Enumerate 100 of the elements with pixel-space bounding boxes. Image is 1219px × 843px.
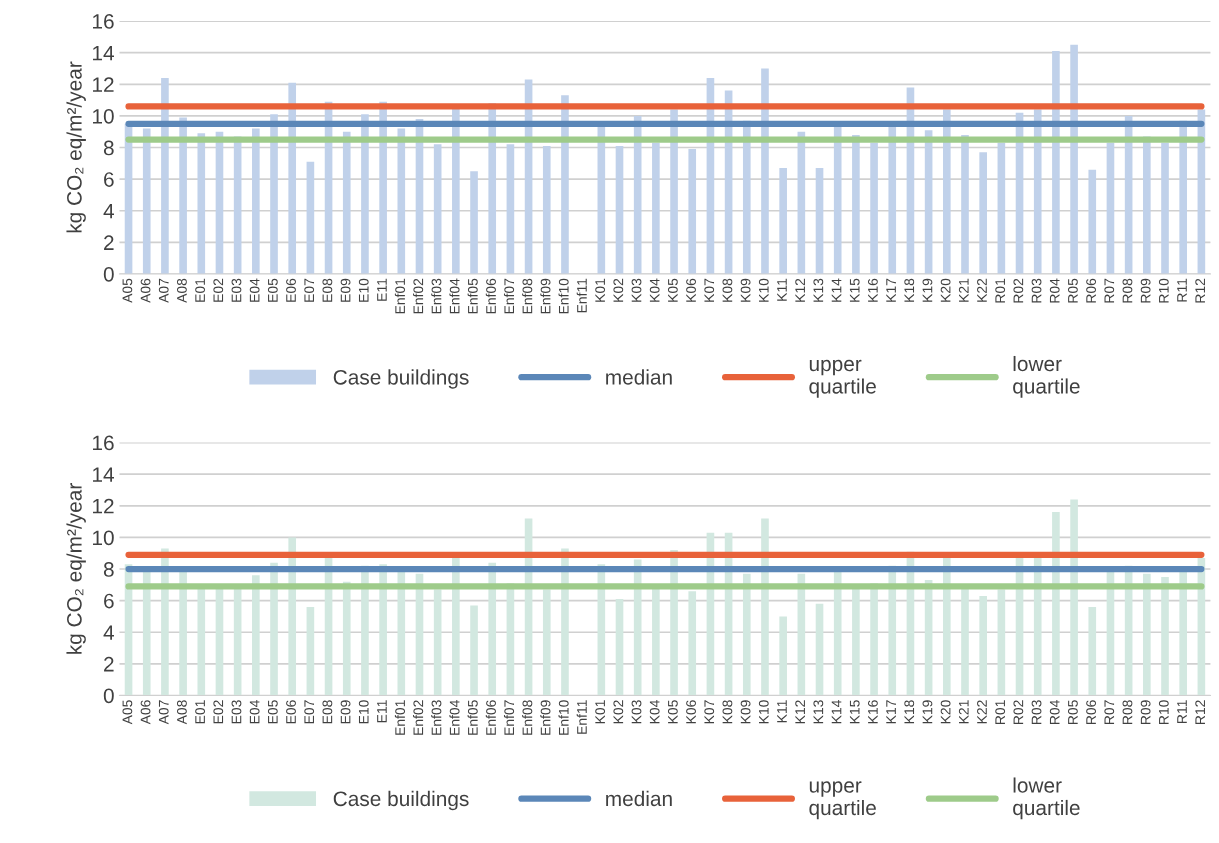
y-tick-label: 2: [104, 656, 114, 672]
legend-label: upper quartile: [809, 359, 876, 398]
bar: [1052, 512, 1060, 696]
bar: [670, 109, 678, 274]
y-tick-label: 14: [93, 45, 114, 61]
bar: [852, 134, 860, 274]
x-tick-label: Enf02: [413, 278, 424, 314]
bar: [470, 171, 478, 274]
x-tick-label: R11: [1177, 278, 1187, 302]
x-tick-label: R05: [1067, 278, 1078, 303]
x-tick-label: E06: [286, 700, 296, 724]
bar: [215, 587, 224, 696]
bar: [433, 589, 442, 696]
bar: [542, 589, 551, 696]
x-tick-label: R02: [1013, 700, 1024, 724]
x-tick-label: K14: [831, 278, 842, 302]
y-tick-label: 8: [103, 140, 114, 156]
bar: [742, 573, 751, 696]
y-tick-label: 2: [104, 235, 114, 250]
x-tick-label: E02: [213, 278, 224, 302]
y-tick-label: 10: [93, 530, 114, 546]
bar: [961, 587, 969, 696]
bar: [306, 606, 315, 696]
y-tick-label: 0: [103, 688, 114, 704]
y-tick-label: 14: [93, 467, 114, 482]
x-tick-label: A08: [177, 700, 187, 725]
x-tick-label: A05: [122, 278, 133, 303]
x-tick-label: K17: [886, 700, 896, 724]
x-tick-label: K10: [758, 700, 769, 724]
bar: [833, 126, 842, 274]
legend-label: upper quartile: [809, 781, 876, 820]
x-tick-label: Enf06: [485, 278, 496, 314]
x-tick-label: K07: [704, 700, 715, 724]
x-tick-label: K06: [686, 278, 696, 302]
bar: [1106, 142, 1115, 274]
x-tick-label: K01: [595, 278, 606, 302]
bar: [1088, 606, 1097, 696]
bar: [252, 128, 260, 274]
x-tick-label: A07: [158, 278, 169, 303]
bar: [179, 570, 187, 696]
x-tick-label: K08: [722, 278, 733, 302]
x-tick-label: K10: [758, 278, 769, 302]
bar: [233, 587, 242, 696]
x-tick-label: R04: [1049, 700, 1060, 724]
bar: [652, 587, 660, 696]
x-tick-label: K06: [686, 700, 696, 724]
x-tick-label: K19: [922, 700, 933, 724]
x-tick-label: R08: [1122, 278, 1133, 303]
x-tick-label: K21: [958, 700, 969, 724]
bar: [997, 142, 1006, 274]
bar: [1179, 570, 1188, 696]
x-tick-label: Enf10: [558, 700, 569, 735]
bar: [452, 108, 460, 274]
x-tick-label: R07: [1104, 278, 1115, 303]
x-tick-label: K03: [631, 700, 642, 724]
x-tick-label: K02: [613, 278, 624, 302]
x-tick-label: E10: [358, 700, 369, 724]
bar: [542, 145, 551, 274]
x-tick-label: R08: [1122, 700, 1133, 724]
x-tick-label: Enf03: [431, 700, 442, 735]
bar: [1161, 142, 1169, 274]
bar: [342, 581, 351, 696]
x-tick-label: K05: [667, 700, 678, 724]
legend-label: Case buildings: [333, 369, 469, 389]
x-tick-label: K15: [849, 700, 860, 724]
x-tick-label: R02: [1013, 278, 1024, 303]
x-tick-label: K22: [977, 700, 987, 724]
x-tick-label: K02: [613, 700, 624, 724]
bar: [1143, 573, 1151, 696]
x-tick-label: K04: [649, 700, 660, 724]
bar: [1161, 576, 1169, 696]
x-tick-label: E09: [340, 700, 351, 724]
bar: [161, 77, 169, 274]
x-tick-label: K03: [631, 278, 642, 302]
x-tick-label: Enf09: [540, 700, 551, 735]
bar: [270, 114, 278, 274]
x-tick-label: E08: [322, 278, 333, 302]
bar: [779, 168, 787, 274]
x-tick-label: E05: [267, 278, 278, 302]
x-tick-label: K07: [704, 278, 715, 302]
x-tick-label: R01: [995, 278, 1006, 303]
x-tick-label: Enf01: [394, 278, 406, 314]
bar: [142, 128, 151, 274]
x-tick-label: Enf04: [449, 700, 460, 735]
x-tick-label: Enf05: [467, 700, 478, 735]
x-tick-label: K12: [795, 700, 805, 724]
bar: [779, 616, 787, 696]
x-tick-label: E02: [213, 700, 224, 724]
x-tick-label: Enf11: [576, 278, 587, 313]
bar: [252, 575, 260, 696]
x-tick-label: A06: [140, 278, 151, 303]
x-tick-label: K18: [904, 278, 915, 302]
bar: [361, 114, 369, 274]
x-tick-label: E08: [322, 700, 333, 724]
x-tick-label: E05: [267, 700, 278, 724]
bar: [688, 591, 697, 696]
bar: [615, 599, 624, 696]
x-tick-label: K09: [740, 700, 751, 724]
bar: [833, 570, 842, 696]
bar: [397, 128, 406, 274]
